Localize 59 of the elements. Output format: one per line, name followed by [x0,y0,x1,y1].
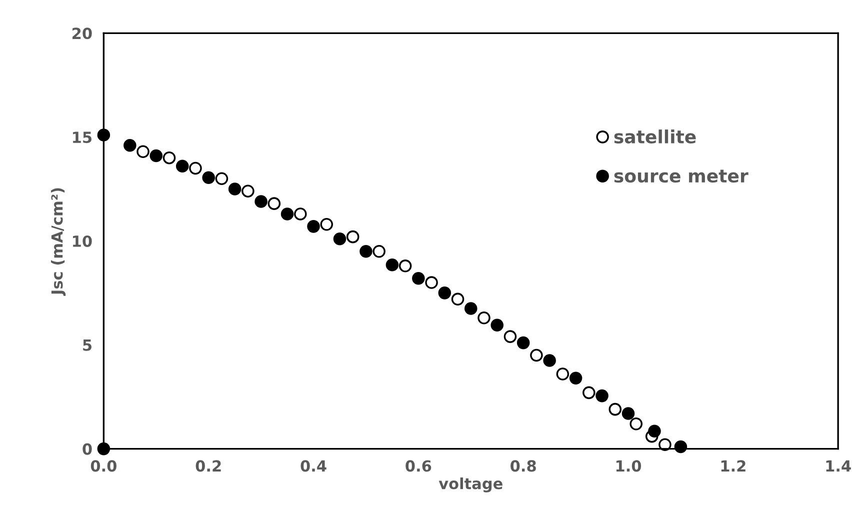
point [582,386,596,400]
point [504,330,517,343]
point [254,195,268,208]
point [438,286,452,300]
point [176,160,189,173]
point [372,244,386,258]
point [608,402,622,416]
point [189,162,202,175]
y-tick-label: 0 [82,443,92,455]
point [490,318,504,332]
point [386,258,399,272]
point [530,348,543,362]
point [398,260,412,272]
y-tick-label: 5 [83,340,92,351]
point [124,138,136,152]
point [596,389,608,402]
point [630,417,643,430]
x-tick-label: 1.0 [616,460,642,472]
point [451,292,464,306]
point [658,438,672,452]
point [162,151,176,164]
y-tick-label: 10 [73,235,92,247]
point [320,218,334,231]
point [150,149,163,162]
point [202,171,215,184]
point [294,208,307,220]
x-tick-label: 0.8 [510,460,536,472]
y-tick-label: 20 [72,28,92,40]
x-tick-label: 0.6 [406,460,432,472]
y-tick-label: 15 [73,132,92,144]
point [556,368,570,380]
x-tick-label: 0.0 [90,460,116,472]
point [268,197,281,210]
point [478,311,490,324]
point [543,354,556,367]
point [412,272,425,285]
x-tick-label: 1.4 [826,460,851,472]
point [280,208,294,220]
point [360,244,372,258]
point [346,230,360,244]
point [648,424,661,438]
x-tick-label: 1.2 [721,460,746,472]
point [425,276,438,289]
point [228,182,242,196]
x-axis-title: voltage [438,477,502,492]
point [516,336,530,350]
y-axis-title: Jsc (mA/cm²) [50,188,66,296]
point [464,302,478,315]
legend-label: source meter [614,170,748,183]
point [242,184,254,198]
x-tick-label: 0.2 [196,460,221,472]
point [307,220,320,233]
point [622,407,635,420]
point [569,372,582,385]
point [215,172,228,186]
x-tick-label: 0.4 [300,460,326,472]
point [333,232,346,246]
legend-label: satellite [614,130,696,144]
point [136,145,150,158]
